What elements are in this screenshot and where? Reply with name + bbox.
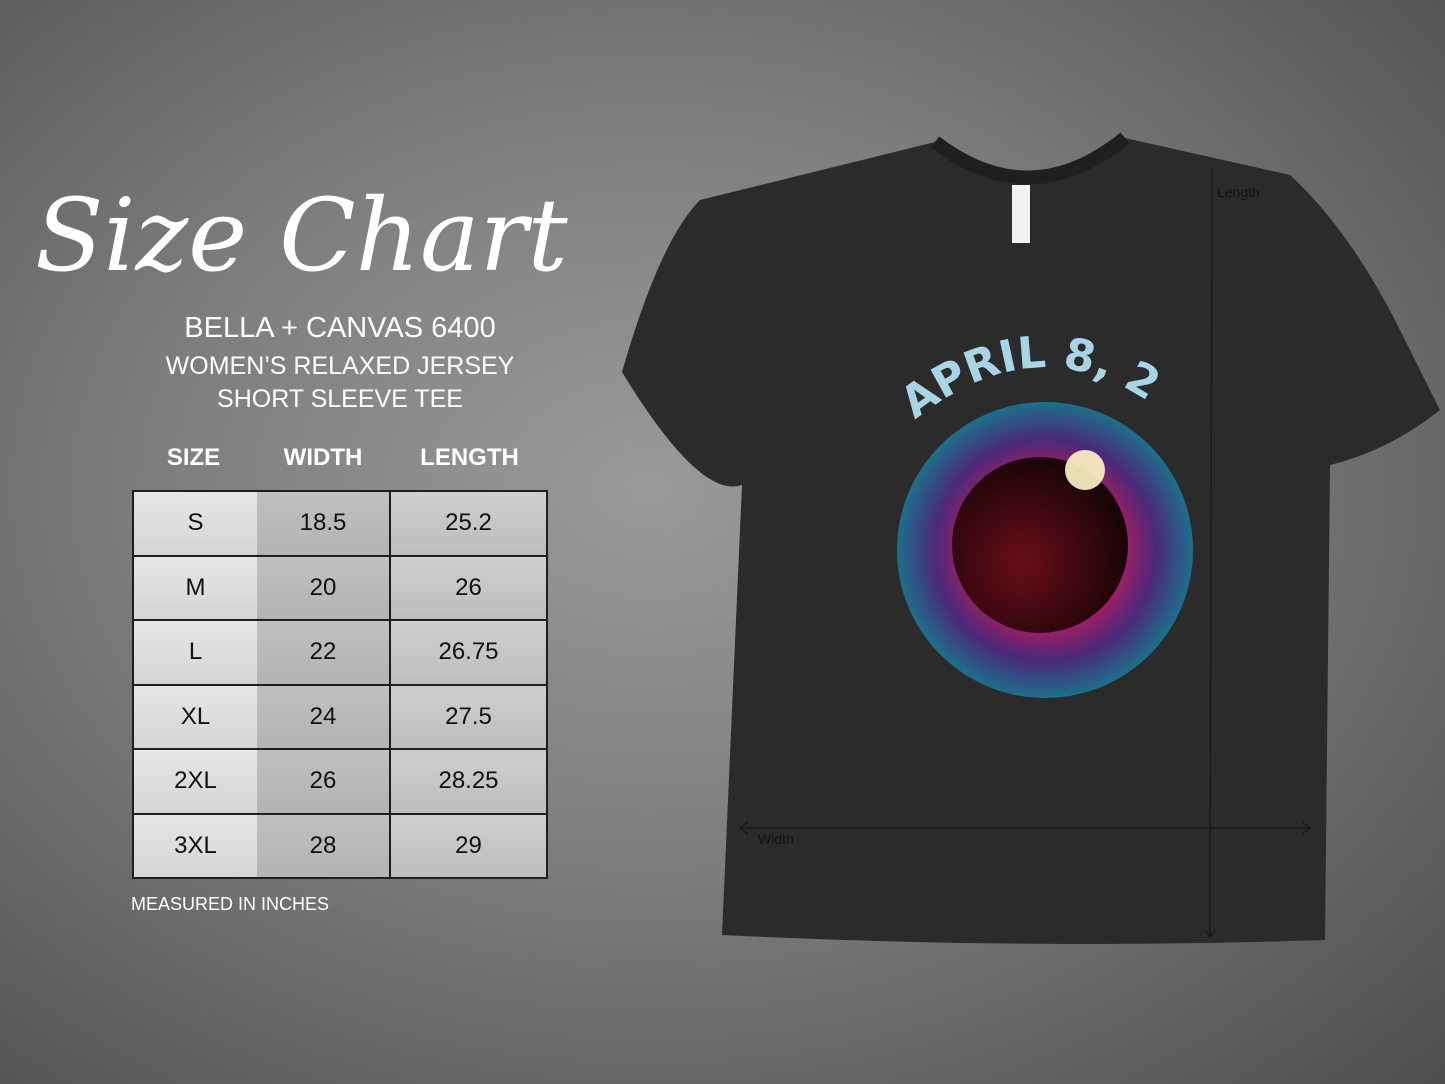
width-cell: 18.5 [257, 490, 391, 557]
size-chart-heading: Size Chart [35, 177, 568, 294]
length-cell: 29 [389, 812, 548, 879]
neck-tag [1012, 185, 1030, 243]
width-arrows [738, 821, 1312, 835]
width-cell: 20 [257, 554, 391, 621]
length-cell: 26 [389, 554, 548, 621]
width-cell: 28 [257, 812, 391, 879]
width-cell: 24 [257, 683, 391, 750]
header-size: SIZE [166, 444, 221, 471]
header-width: WIDTH [283, 444, 363, 471]
table-row: XL 24 27.5 [132, 683, 548, 750]
table-row: L 22 26.75 [132, 619, 548, 686]
table-row: 3XL 28 29 [132, 812, 548, 879]
size-cell: 3XL [132, 812, 257, 879]
size-cell: M [132, 554, 257, 621]
table-row: S 18.5 25.2 [132, 490, 548, 557]
size-table: S 18.5 25.2 M 20 26 L 22 26.75 XL 24 27.5 2XL 26 28.25… [132, 490, 548, 879]
header-length: LENGTH [420, 444, 519, 471]
measurement-note: MEASURED IN INCHES [131, 894, 330, 914]
size-cell: 2XL [132, 748, 257, 815]
sun-flare [1065, 450, 1105, 490]
neckline [930, 132, 1130, 185]
table-row: M 20 26 [132, 554, 548, 621]
width-label: Width [758, 831, 794, 847]
length-cell: 26.75 [389, 619, 548, 686]
length-cell: 28.25 [389, 748, 548, 815]
product-line-1: WOMEN’S RELAXED JERSEY [165, 352, 515, 380]
length-arrow [1204, 929, 1216, 939]
product-line-2: SHORT SLEEVE TEE [217, 385, 463, 413]
heading-text: Size Chart [35, 177, 568, 294]
length-cell: 25.2 [389, 490, 548, 557]
size-cell: XL [132, 683, 257, 750]
length-label: Length [1217, 184, 1260, 200]
width-cell: 22 [257, 619, 391, 686]
length-line [1209, 167, 1213, 936]
width-cell: 26 [257, 748, 391, 815]
length-cell: 27.5 [389, 683, 548, 750]
brand-model: BELLA + CANVAS 6400 [184, 312, 496, 344]
eclipse-moon [952, 457, 1128, 633]
size-cell: L [132, 619, 257, 686]
table-row: 2XL 26 28.25 [132, 748, 548, 815]
size-cell: S [132, 490, 257, 557]
